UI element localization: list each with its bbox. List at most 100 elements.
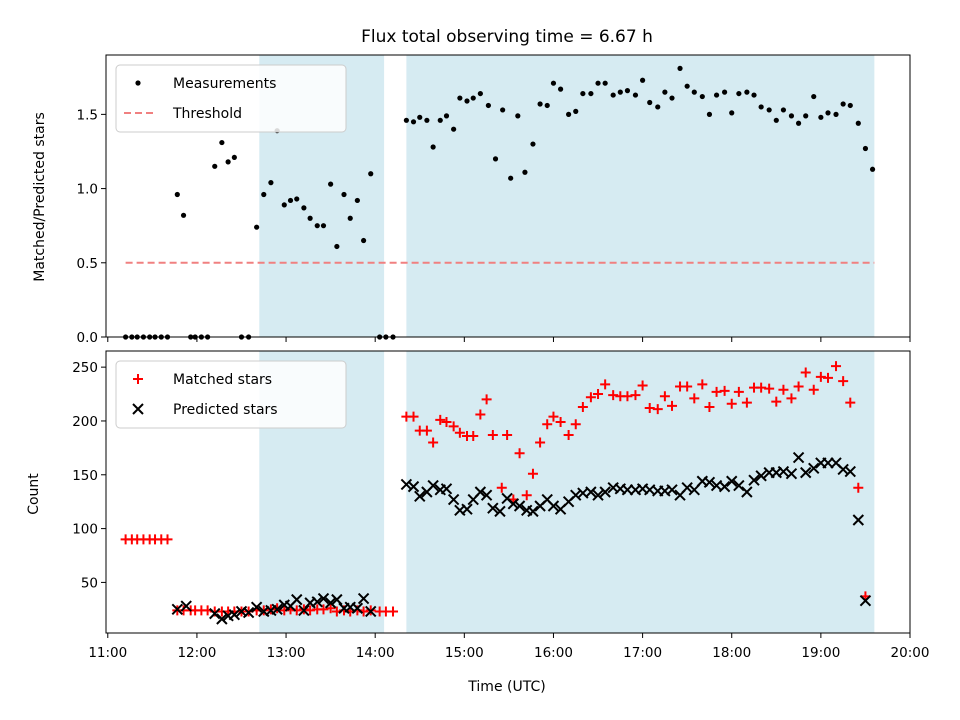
data-point [608,390,619,401]
x-tick-label: 13:00 [267,645,306,661]
data-point [508,175,514,181]
data-point [180,600,192,612]
data-point [361,237,367,244]
data-point [485,102,491,109]
data-point [785,467,798,480]
data-point [853,482,864,493]
data-point [428,437,439,448]
legend-box [115,64,347,133]
data-point [443,113,450,119]
data-point [480,489,493,501]
data-point [544,102,550,109]
data-point [325,603,336,614]
data-point [318,604,329,615]
data-point [585,392,596,403]
data-point [162,534,173,545]
data-point [822,372,833,383]
data-point [699,93,705,100]
data-point [859,595,872,607]
data-point [632,92,639,98]
data-point [756,382,767,393]
data-point [281,202,287,208]
data-point [301,205,307,211]
top-y-axis-label: Matched/Predicted stars [32,112,48,282]
x-tick-label: 20:00 [891,645,930,661]
data-point [719,385,730,396]
data-point [771,396,782,407]
data-point [800,466,812,479]
data-point [711,386,722,397]
data-point [764,383,775,394]
observing-window-band [406,55,875,337]
x-tick-label: 17:00 [623,645,662,661]
data-point [777,465,790,478]
data-point [557,86,564,92]
data-point [521,490,532,501]
data-point [496,482,507,493]
data-point [599,486,611,498]
data-point [451,126,457,132]
data-point [808,462,820,475]
y-tick-label: 100 [72,522,98,538]
data-point [689,393,700,404]
data-point [228,608,241,621]
x-tick-label: 16:00 [534,645,573,661]
data-point [684,83,690,89]
data-point [697,379,708,390]
data-point [845,397,856,408]
data-point [287,197,294,204]
data-point [530,141,536,147]
data-point [515,113,521,119]
data-point [461,503,473,515]
data-point [475,409,486,420]
data-point [334,243,340,250]
data-point [174,191,180,198]
data-point [718,480,731,493]
data-point [681,481,693,494]
legend-marker-x [132,403,144,415]
data-point [833,111,839,117]
data-point [487,429,498,440]
data-point [691,89,697,95]
data-point [212,163,218,169]
data-point [513,500,526,512]
data-point [261,191,267,198]
legend-label: Measurements [173,76,276,92]
data-point [317,592,330,605]
chart-title: Flux total observing time = 6.67 h [361,27,653,47]
data-point [766,107,772,113]
data-point [624,88,631,94]
x-tick-label: 15:00 [445,645,484,661]
x-tick-label: 11:00 [88,645,127,661]
x-tick-label: 14:00 [356,645,395,661]
data-point [733,479,745,492]
data-point [592,489,604,501]
data-point [542,419,553,430]
data-point [410,119,417,125]
data-point [667,400,678,411]
data-point [324,597,337,609]
y-tick-label: 150 [72,468,98,484]
data-point [365,605,377,618]
axes-frame [105,350,911,634]
y-tick-label: 0.0 [77,330,98,346]
data-point [268,180,274,186]
data-point [368,171,374,177]
data-point [655,104,661,110]
data-point [347,215,353,221]
data-point [773,117,779,123]
data-point [736,90,742,97]
data-point [357,592,370,605]
data-point [424,117,430,123]
data-point [862,145,869,152]
x-tick-label: 19:00 [801,645,840,661]
data-point [481,394,492,405]
data-point [741,397,752,408]
bottom-panel: 50 100 150 200 250 11:00 12:00 13:00 14:00 15:00 1… [72,350,930,661]
data-point [815,371,826,382]
data-point [593,389,604,400]
data-point [417,114,423,120]
data-point [580,90,586,97]
data-point [522,169,528,175]
data-point [726,398,737,409]
